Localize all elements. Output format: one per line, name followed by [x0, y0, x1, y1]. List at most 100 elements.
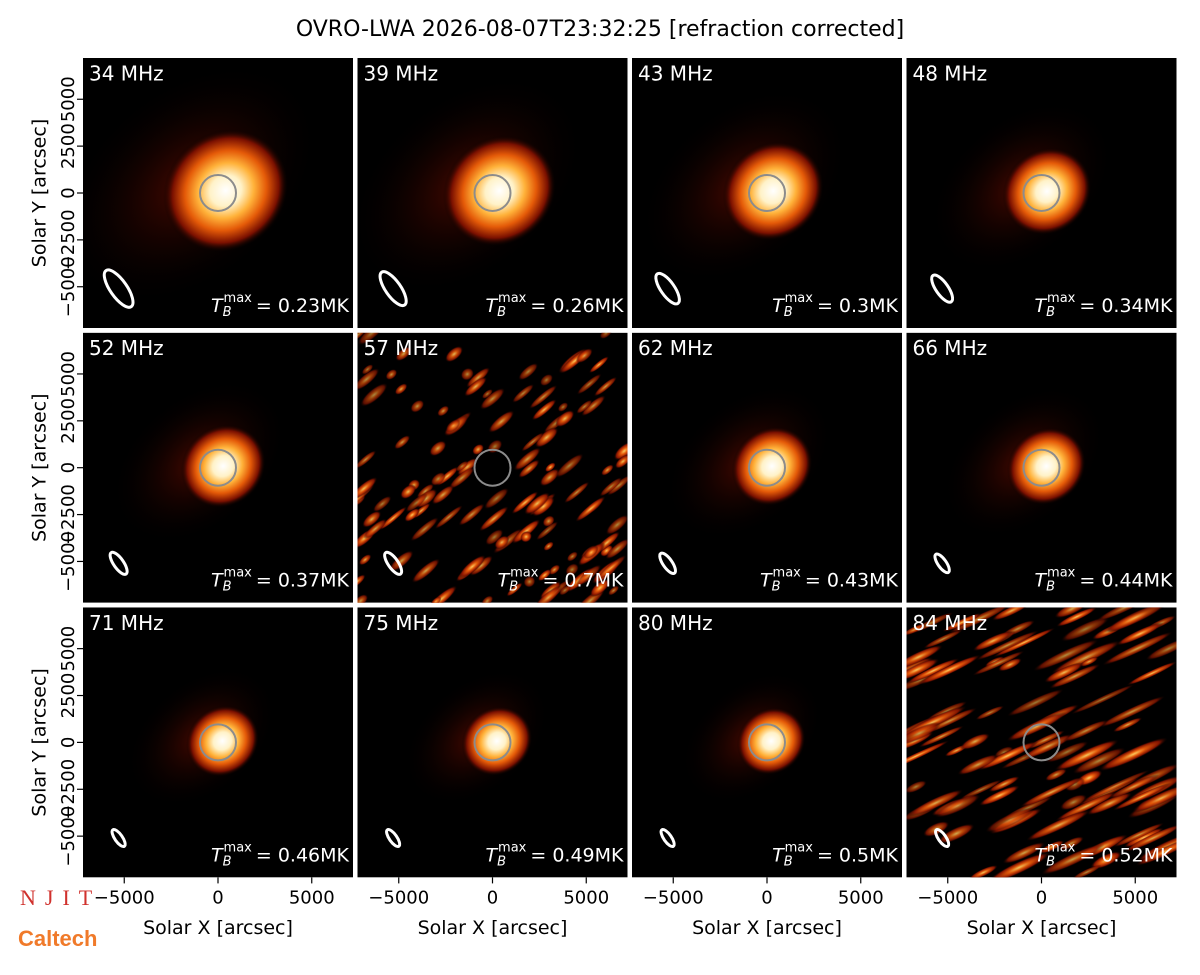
noise-feature	[539, 468, 560, 487]
symbol: T	[486, 844, 499, 866]
solar-limb	[473, 448, 512, 487]
logo-njit: NJIT	[20, 885, 101, 910]
noise-feature	[608, 585, 620, 596]
noise-feature	[948, 607, 1011, 634]
emission	[461, 706, 533, 776]
noise-feature	[539, 373, 554, 387]
symbol-sup: max	[773, 565, 802, 580]
noise-feature	[518, 362, 539, 381]
x-tick-label: 5000	[1112, 887, 1158, 908]
noise-feature	[1079, 656, 1099, 667]
x-axis-label: Solar X [arcsec]	[143, 917, 293, 939]
noise-feature	[437, 405, 450, 417]
panel-title: 84 MHz	[913, 611, 988, 635]
noise-feature	[906, 623, 927, 636]
noise-feature	[976, 740, 1039, 771]
noise-feature	[987, 851, 1051, 878]
noise-feature	[1039, 840, 1065, 854]
noise-feature	[1080, 769, 1151, 803]
y-axis-label: Solar Y [arcsec]	[29, 119, 51, 267]
solar-limb	[748, 448, 786, 487]
noise-feature	[991, 607, 1032, 621]
noise-feature	[599, 332, 613, 340]
annotation-value: = 0.7MK	[542, 569, 624, 591]
noise-feature	[975, 705, 1005, 721]
noise-feature	[520, 530, 533, 543]
solar-limb	[1022, 174, 1061, 212]
noise-feature	[1040, 843, 1105, 875]
noise-feature	[559, 584, 571, 596]
symbol-sup: max	[1047, 565, 1076, 580]
noise-feature	[1006, 711, 1067, 742]
x-axis-label: Solar X [arcsec]	[418, 917, 568, 939]
beam	[930, 273, 955, 304]
x-tick-label: 0	[761, 887, 772, 908]
symbol-sub: B	[772, 579, 781, 594]
symbol-sup: max	[224, 565, 253, 580]
noise-feature	[506, 582, 523, 597]
x-tick-label: 5000	[838, 887, 884, 908]
noise-feature	[434, 505, 463, 530]
symbol: T	[772, 844, 785, 866]
noise-feature	[472, 443, 485, 456]
panel	[83, 607, 353, 878]
tb-max-annotation: TBmax = 0.3MK	[772, 291, 898, 320]
tb-max-annotation: TBmax = 0.46MK	[211, 840, 350, 869]
x-tick-label: 5000	[563, 887, 609, 908]
noise-feature	[907, 789, 964, 817]
noise-feature	[430, 596, 442, 603]
noise-feature	[985, 807, 1035, 833]
beam	[378, 270, 408, 308]
noise-feature	[906, 722, 941, 745]
noise-feature	[357, 332, 386, 346]
noise-feature	[1098, 695, 1166, 728]
noise-feature	[430, 472, 446, 486]
symbol-sub: B	[223, 854, 232, 869]
noise-feature	[537, 569, 552, 582]
y-tick-label: 5000	[58, 76, 79, 122]
symbol-sub: B	[223, 305, 232, 320]
noise-feature	[563, 481, 590, 504]
noise-feature	[481, 595, 494, 603]
symbol: T	[211, 569, 224, 591]
noise-feature	[544, 462, 556, 473]
noise-feature	[1045, 740, 1089, 763]
noise-feature	[1060, 616, 1110, 642]
noise-feature	[479, 387, 506, 410]
noise-feature	[389, 550, 414, 572]
symbol-sub: B	[784, 305, 793, 320]
solar-limb	[473, 723, 512, 762]
noise-feature	[613, 441, 628, 461]
beam	[934, 828, 951, 849]
noise-feature	[593, 376, 618, 397]
beam	[383, 550, 404, 576]
emission	[731, 426, 813, 506]
noise-feature	[445, 345, 464, 363]
noise-feature	[358, 554, 372, 566]
panel-title: 39 MHz	[364, 62, 439, 86]
noise-feature	[357, 450, 377, 469]
symbol-sup: max	[498, 291, 527, 306]
noise-feature	[1023, 733, 1074, 759]
tb-max-annotation: TBmax = 0.23MK	[211, 291, 350, 320]
y-tick-label: 0	[58, 187, 79, 198]
x-tick-label: 0	[487, 887, 498, 908]
figure-title: OVRO-LWA 2026-08-07T23:32:25 [refraction…	[296, 17, 904, 42]
annotation-value: = 0.26MK	[530, 295, 624, 317]
noise-feature	[362, 510, 382, 528]
panel	[906, 332, 1177, 603]
symbol-sup: max	[224, 840, 253, 855]
panel	[357, 332, 628, 603]
noise-feature	[1116, 622, 1164, 646]
tb-max-annotation: TBmax = 0.43MK	[760, 565, 899, 594]
noise-feature	[906, 740, 950, 773]
noise-feature	[528, 384, 558, 410]
beam	[658, 551, 677, 575]
solar-limb	[199, 723, 237, 762]
y-tick-label: −5000	[58, 256, 79, 317]
noise-feature	[1112, 782, 1171, 811]
noise-feature	[1019, 777, 1083, 808]
noise-feature	[565, 563, 579, 577]
y-tick-label: −2500	[58, 484, 79, 545]
noise-feature	[566, 551, 578, 562]
